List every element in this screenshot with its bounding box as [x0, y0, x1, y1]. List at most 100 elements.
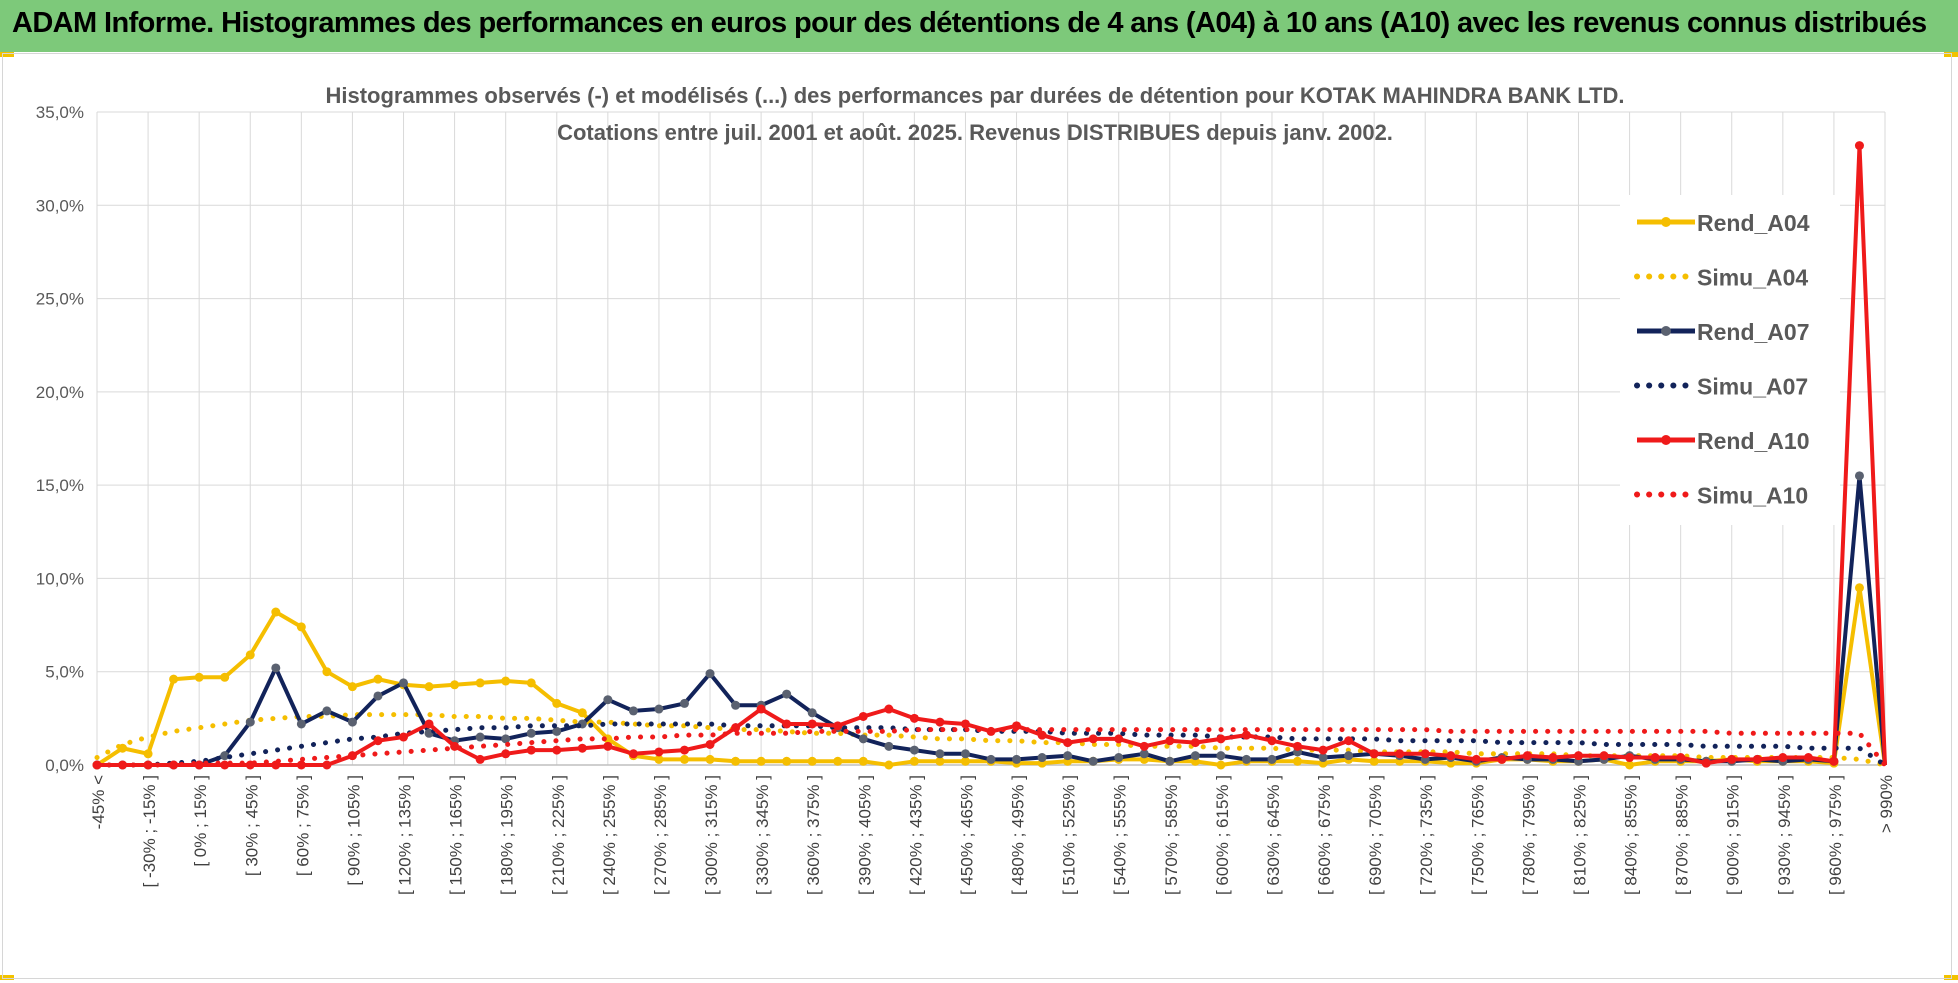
- data-point-rend-a04: [373, 674, 383, 684]
- x-tick-label: [ 30% ; 45% ]: [242, 775, 261, 876]
- legend-label: Simu_A10: [1697, 483, 1808, 509]
- data-point-rend-a10: [1854, 141, 1864, 151]
- x-tick-label: [ 420% ; 435% ]: [906, 775, 925, 895]
- data-point-rend-a10: [526, 745, 536, 755]
- data-point-rend-a07: [858, 734, 868, 744]
- data-point-rend-a10: [1599, 751, 1609, 761]
- legend-label: Simu_A07: [1697, 374, 1808, 400]
- data-point-rend-a10: [807, 719, 817, 729]
- x-tick-label: [ 150% ; 165% ]: [447, 775, 466, 895]
- x-tick-label: [ 960% ; 975% ]: [1826, 775, 1845, 895]
- legend-background: [1620, 195, 1840, 525]
- data-point-rend-a07: [884, 741, 894, 751]
- data-point-rend-a10: [884, 704, 894, 714]
- data-point-rend-a07: [271, 663, 281, 673]
- data-point-rend-a07: [347, 717, 357, 727]
- gridlines: [96, 111, 1886, 766]
- data-point-rend-a10: [935, 717, 945, 727]
- data-point-rend-a10: [1727, 754, 1737, 764]
- data-point-rend-a04: [501, 676, 511, 686]
- legend: Rend_A04 Simu_A04 Rend_A07 Simu_A07 Rend_A10…: [1620, 195, 1840, 525]
- legend-label: Simu_A04: [1697, 265, 1808, 291]
- data-point-rend-a10: [1778, 753, 1788, 763]
- data-point-rend-a07: [1318, 753, 1328, 763]
- data-point-rend-a10: [782, 719, 792, 729]
- data-point-rend-a10: [1190, 738, 1200, 748]
- data-point-rend-a04: [884, 760, 894, 770]
- x-tick-label: [ 120% ; 135% ]: [396, 775, 415, 895]
- data-point-rend-a04: [1854, 583, 1864, 593]
- data-point-rend-a04: [1216, 760, 1226, 770]
- data-point-rend-a10: [705, 739, 715, 749]
- data-point-rend-a04: [1293, 756, 1303, 766]
- data-point-rend-a04: [858, 756, 868, 766]
- data-point-rend-a07: [1344, 751, 1354, 761]
- x-tick-label: [ 600% ; 615% ]: [1213, 775, 1232, 895]
- legend-marker: [1661, 217, 1671, 227]
- data-point-rend-a10: [424, 719, 434, 729]
- series-line-rend-a07: [97, 473, 1887, 767]
- data-point-rend-a07: [705, 669, 715, 679]
- data-point-rend-a10: [450, 741, 460, 751]
- x-tick-label: [ 510% ; 525% ]: [1060, 775, 1079, 895]
- data-point-rend-a10: [1752, 754, 1762, 764]
- data-point-rend-a04: [654, 754, 664, 764]
- data-point-rend-a10: [731, 723, 741, 733]
- data-point-rend-a10: [1497, 754, 1507, 764]
- data-point-rend-a04: [782, 756, 792, 766]
- data-point-rend-a04: [833, 756, 843, 766]
- data-point-rend-a07: [1037, 753, 1047, 763]
- x-tick-label: [ 360% ; 375% ]: [804, 775, 823, 895]
- series-line-rend-a04: [95, 585, 1887, 767]
- data-point-rend-a04: [603, 734, 613, 744]
- data-point-rend-a10: [1344, 736, 1354, 746]
- data-point-rend-a04: [526, 678, 536, 688]
- data-point-rend-a10: [1676, 753, 1686, 763]
- x-tick-label: [ 240% ; 255% ]: [600, 775, 619, 895]
- x-tick-label: [ 570% ; 585% ]: [1162, 775, 1181, 895]
- data-point-rend-a07: [552, 726, 562, 736]
- data-point-rend-a10: [1548, 753, 1558, 763]
- y-tick-label: 10,0%: [36, 569, 84, 588]
- data-point-rend-a04: [475, 678, 485, 688]
- chart-titles: Histogrammes observés (-) et modélisés (…: [325, 83, 1624, 145]
- data-point-rend-a10: [552, 745, 562, 755]
- y-tick-label: 30,0%: [36, 196, 84, 215]
- data-point-rend-a07: [399, 678, 409, 688]
- data-point-rend-a10: [833, 721, 843, 731]
- x-tick-label: [ 660% ; 675% ]: [1315, 775, 1334, 895]
- data-point-rend-a07: [603, 695, 613, 705]
- data-point-rend-a10: [1037, 730, 1047, 740]
- data-point-rend-a07: [986, 754, 996, 764]
- data-point-rend-a10: [628, 749, 638, 759]
- x-tick-label: [ 720% ; 735% ]: [1417, 775, 1436, 895]
- chart-frame: [2, 53, 1952, 979]
- data-point-rend-a07: [1241, 754, 1251, 764]
- data-point-rend-a07: [1190, 751, 1200, 761]
- data-point-rend-a04: [1625, 760, 1635, 770]
- data-point-rend-a07: [782, 689, 792, 699]
- data-point-rend-a04: [296, 622, 306, 632]
- data-point-rend-a10: [1420, 749, 1430, 759]
- chart-subtitle: Cotations entre juil. 2001 et août. 2025…: [557, 120, 1393, 145]
- data-point-rend-a04: [807, 756, 817, 766]
- x-tick-label: [ 690% ; 705% ]: [1366, 775, 1385, 895]
- x-tick-label: [ 480% ; 495% ]: [1009, 775, 1028, 895]
- data-point-rend-a07: [1114, 753, 1124, 763]
- data-point-rend-a10: [1471, 754, 1481, 764]
- data-point-rend-a07: [1854, 471, 1864, 481]
- data-point-rend-a10: [399, 732, 409, 742]
- data-point-rend-a10: [577, 743, 587, 753]
- corner-marker: [0, 52, 14, 57]
- data-point-rend-a07: [679, 698, 689, 708]
- data-point-rend-a07: [373, 691, 383, 701]
- data-point-rend-a07: [296, 719, 306, 729]
- data-point-rend-a04: [756, 756, 766, 766]
- data-point-rend-a07: [220, 751, 230, 761]
- data-point-rend-a04: [245, 650, 255, 660]
- corner-marker: [0, 975, 14, 980]
- data-point-rend-a10: [1114, 734, 1124, 744]
- data-point-rend-a04: [220, 672, 230, 682]
- data-point-rend-a10: [1573, 751, 1583, 761]
